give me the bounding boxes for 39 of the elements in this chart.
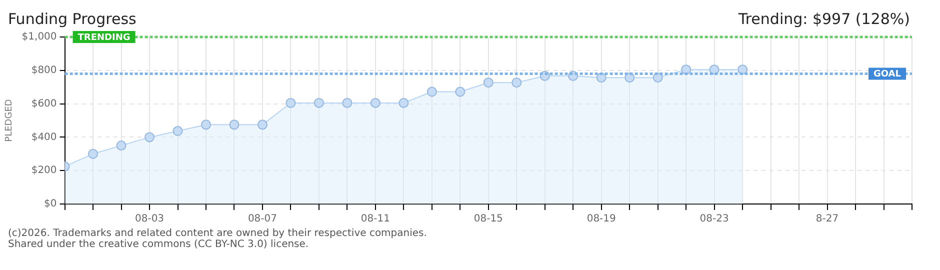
point xyxy=(426,86,437,97)
x-tick-label: 8-27 xyxy=(816,214,839,225)
y-tick-label: $600 xyxy=(31,98,57,110)
point xyxy=(314,98,324,108)
point xyxy=(342,98,352,108)
point xyxy=(681,64,692,75)
x-tick-label: 08-11 xyxy=(360,214,390,225)
point xyxy=(455,86,466,97)
y-tick-label: $200 xyxy=(31,165,57,176)
x-tick-label: 08-19 xyxy=(586,214,616,225)
y-tick-label: $800 xyxy=(31,64,57,76)
chart-title: Funding Progress xyxy=(8,10,136,28)
y-tick-label: $1,000 xyxy=(22,32,57,43)
point xyxy=(512,78,522,88)
point xyxy=(229,120,240,130)
point xyxy=(398,98,409,108)
point xyxy=(88,148,98,159)
point xyxy=(286,98,296,108)
point xyxy=(116,140,126,151)
x-tick-label: 08-07 xyxy=(248,214,278,225)
text: (c)2026. Trademarks and related content are owned by their respective companies. xyxy=(8,228,428,239)
ref-line-label: TRENDING xyxy=(78,32,130,43)
point xyxy=(144,132,155,142)
chart-subtitle: Trending: $997 (128%) xyxy=(738,10,910,28)
y-tick-label: $400 xyxy=(31,132,57,143)
point xyxy=(370,98,380,108)
y-tick-label: $0 xyxy=(44,198,57,210)
point xyxy=(738,64,748,75)
x-tick-label: 08-03 xyxy=(134,214,164,225)
point xyxy=(483,78,494,88)
point xyxy=(257,120,268,130)
ref-line-label: GOAL xyxy=(874,70,902,80)
x-tick-label: 08-15 xyxy=(474,214,503,225)
y-axis-title: PLEDGED xyxy=(4,99,15,142)
point xyxy=(200,120,211,130)
point xyxy=(709,64,720,75)
x-tick-label: 08-23 xyxy=(700,214,729,225)
point xyxy=(172,126,183,136)
text: Shared under the creative commons (CC BY-NC 3.0) license. xyxy=(8,239,310,250)
